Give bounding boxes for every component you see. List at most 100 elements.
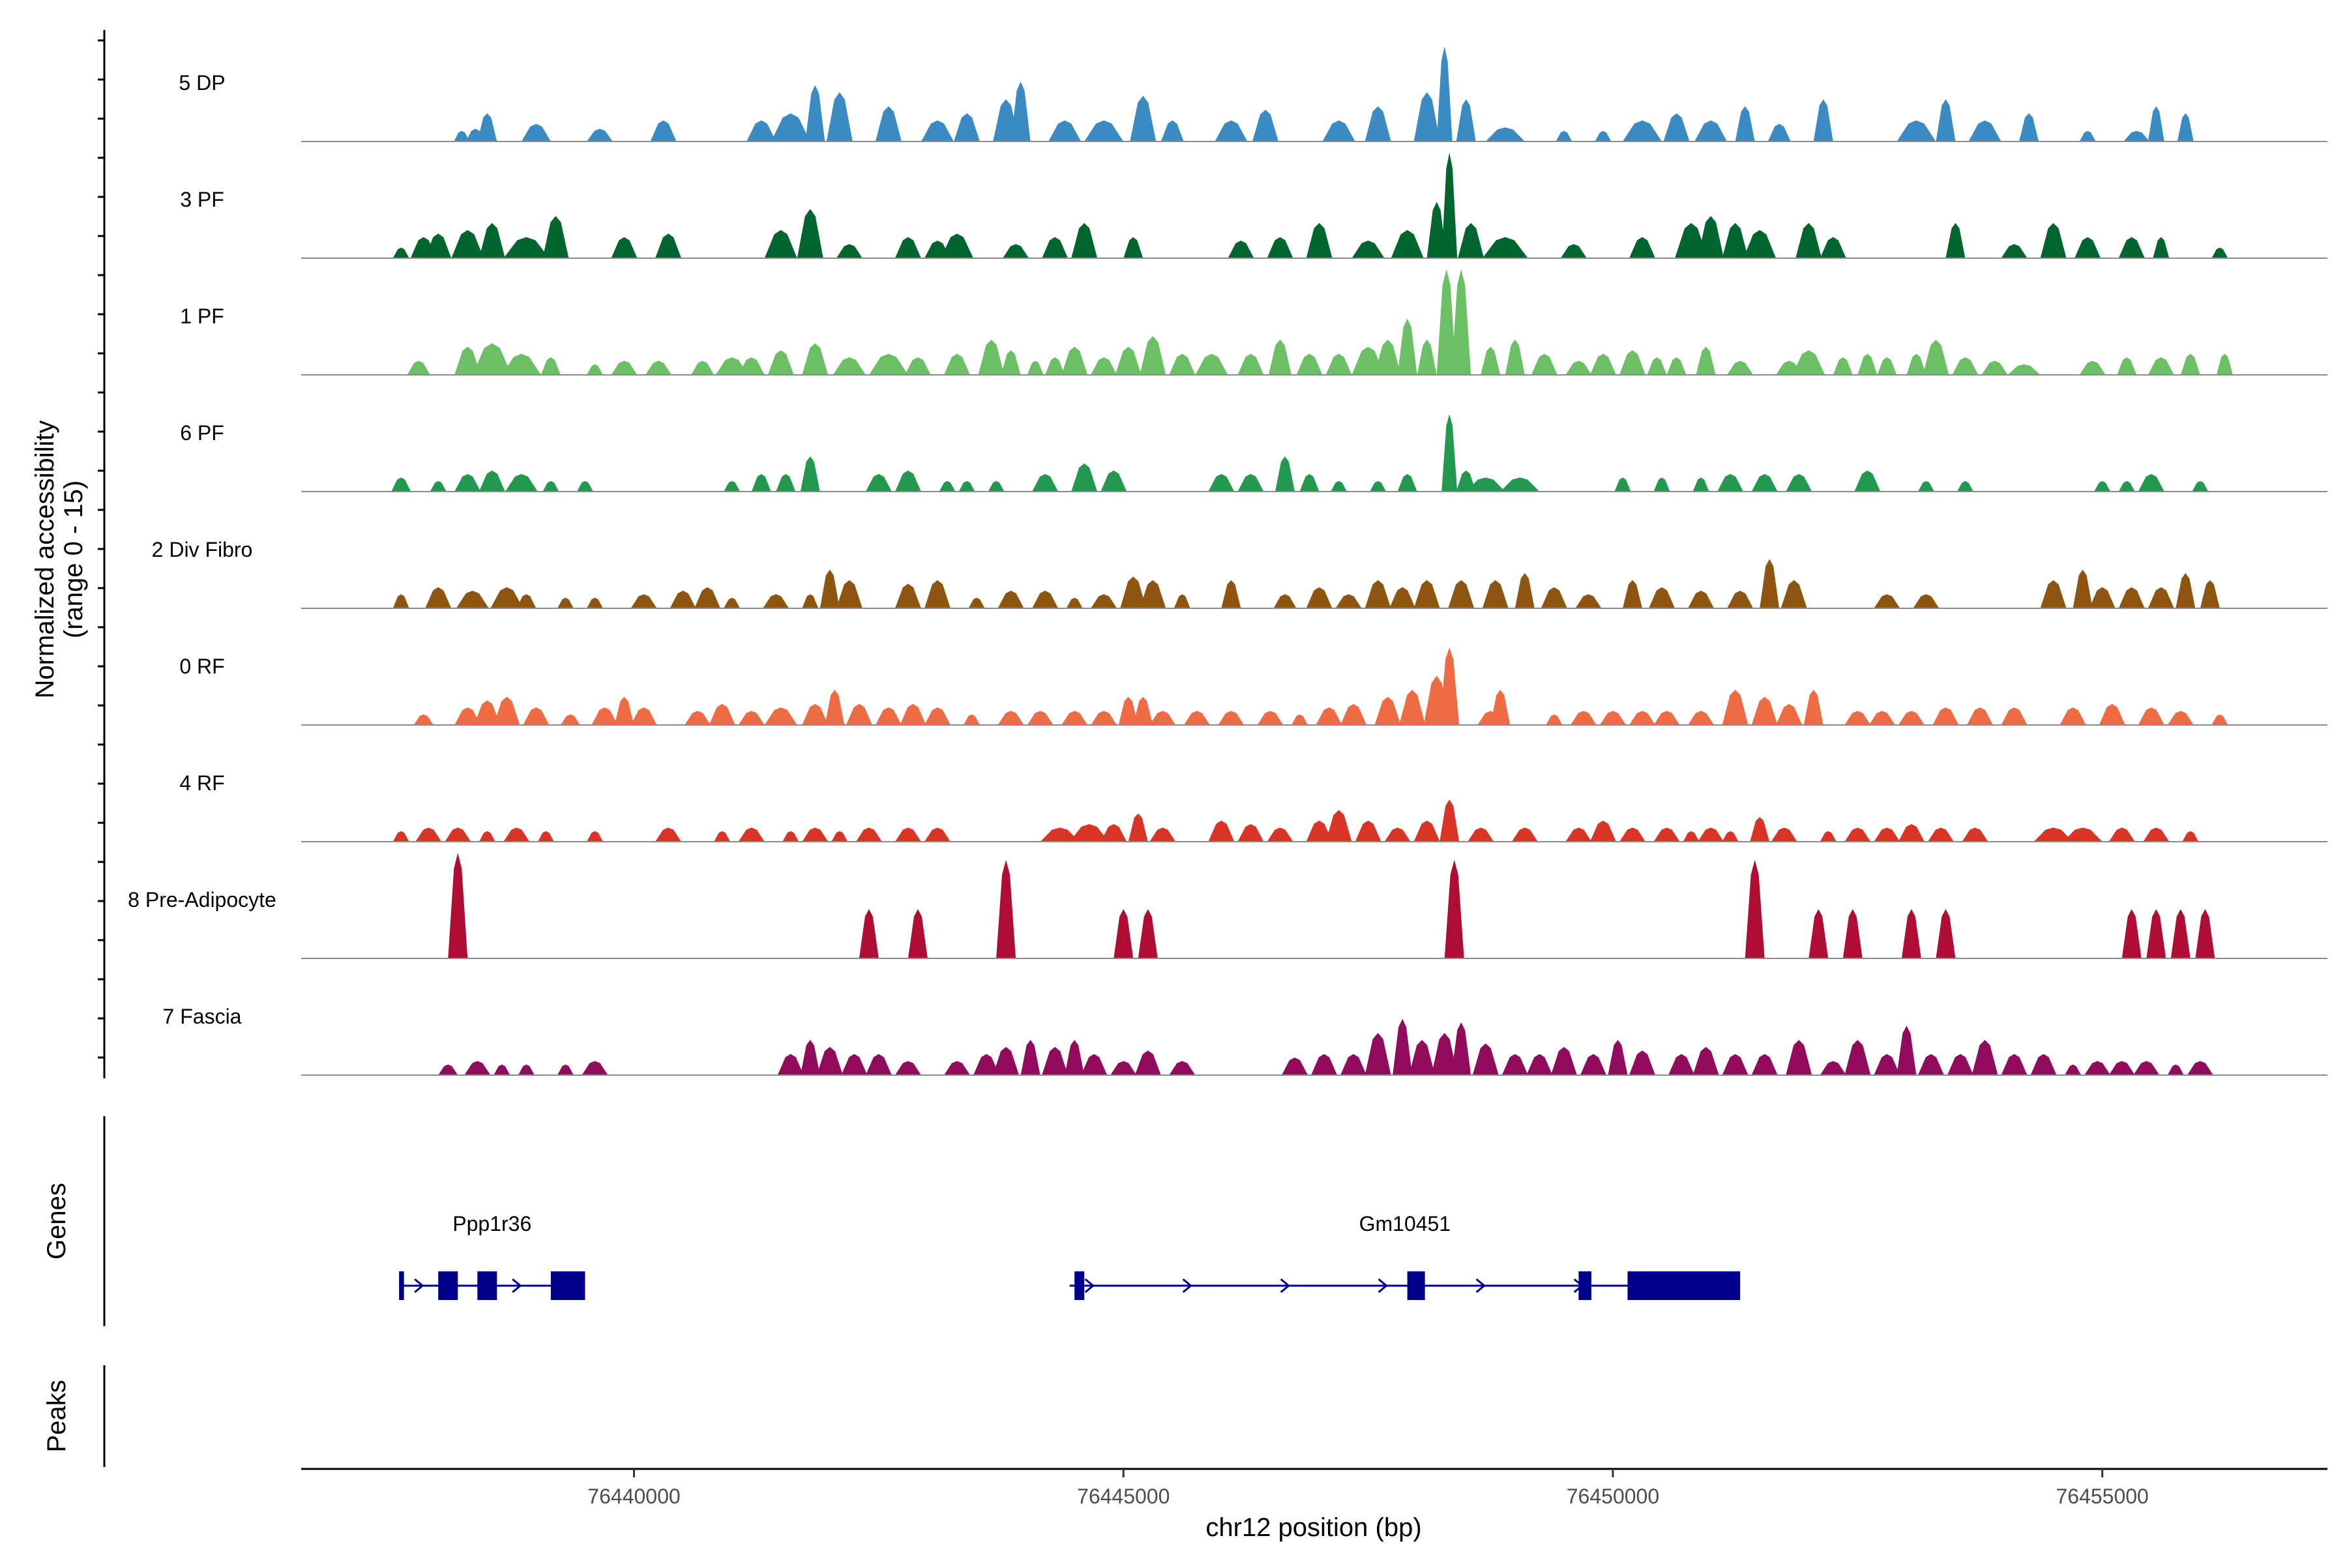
coverage-peak [1296,353,1323,375]
coverage-peak [2059,707,2086,725]
coverage-peak [1441,153,1458,258]
coverage-peak [2001,707,2028,725]
coverage-peak [894,470,921,492]
coverage-peak [1971,1040,1998,1075]
coverage-peak [1267,827,1293,842]
coverage-peak [1237,353,1264,375]
coverage-peak [1374,696,1401,725]
coverage-peak [1391,229,1424,258]
coverage-peak [1441,414,1458,492]
coverage-peak [1208,474,1235,492]
coverage-peak [1066,597,1083,608]
coverage-peak [1140,336,1166,375]
coverage-peak [586,364,603,375]
coverage-peak [1482,580,1509,608]
gene-exon [1407,1271,1425,1300]
coverage-peak [1195,353,1228,375]
coverage-peak [1281,1058,1308,1075]
coverage-peak [1325,353,1352,375]
coverage-peak [1692,1046,1719,1075]
coverage-peak [1760,559,1780,608]
coverage-peak [1813,99,1833,141]
coverage-peak [1688,591,1715,608]
coverage-peak [746,120,776,141]
coverage-peak [1237,824,1264,842]
coverage-peak [1374,340,1401,375]
coverage-peak [2143,827,2170,842]
coverage-peak [900,703,926,725]
coverage-peak [1065,1040,1085,1075]
coverage-peak [2089,587,2116,608]
coverage-peak [1868,711,1895,725]
coverage-peak [1397,318,1417,375]
coverage-peak [2211,714,2228,725]
coverage-peak [611,361,638,375]
coverage-peak [521,124,551,141]
coverage-peak [831,831,848,842]
coverage-peak [1306,223,1333,258]
coverage-peak [516,594,537,608]
coverage-peak [1221,580,1241,608]
coverage-peak [751,474,771,492]
coverage-peak [2167,1064,2184,1075]
coverage-peak [738,827,765,842]
track-2: 3 PF [180,153,2327,259]
coverage-peak [2177,113,2194,141]
coverage-peak [924,580,951,608]
coverage-peak [2074,237,2101,258]
coverage-peak [1608,1040,1628,1075]
coverage-peak [800,456,820,492]
coverage-peak [445,827,471,842]
coverage-peak [2007,364,2041,375]
coverage-peak [2182,831,2199,842]
coverage-peak [894,1061,921,1075]
coverage-peak [1622,120,1662,141]
coverage-peak [1123,237,1144,258]
coverage-peak [1032,591,1059,608]
coverage-peak [1389,587,1416,608]
coverage-peak [1833,357,1853,375]
coverage-peak [777,1054,804,1075]
coverage-peak [540,357,561,375]
coverage-peak [2180,353,2200,375]
coverage-peak [1069,824,1109,842]
coverage-peak [1228,241,1254,258]
coverage-peak [2108,827,2135,842]
coverage-peak [797,209,823,258]
track-label: 6 PF [180,421,224,445]
coverage-peak [1061,346,1088,375]
coverage-peak [2079,361,2106,375]
coverage-tracks: 5 DP 3 PF 1 PF 6 PF 2 Div Fibro 0 RF 4 RF 8 Pre… [128,46,2327,1076]
coverage-peak [1027,361,1044,375]
coverage-peak [1771,827,1797,842]
coverage-peak [875,106,902,141]
track-label: 2 Div Fibro [152,538,253,561]
coverage-peak [1331,481,1348,492]
coverage-peak [996,859,1016,958]
coverage-peak [1149,711,1176,725]
coverage-peak [1133,696,1153,725]
coverage-peak [392,594,409,608]
track-1: 5 DP [179,46,2327,142]
track-label: 7 Fascia [163,1005,242,1028]
coverage-peak [1118,696,1138,725]
coverage-peak [1727,591,1754,608]
coverage-peak [2040,580,2067,608]
coverage-peak [1413,92,1440,141]
coverage-peak [1340,703,1367,725]
coverage-peak [2148,106,2164,141]
coverage-peak [560,714,580,725]
coverage-peak [1936,99,1956,141]
coverage-peak [1589,820,1616,842]
coverage-peak [1927,827,1954,842]
x-tick-label: 76450000 [1567,1485,1659,1508]
coverage-peak [921,120,954,141]
coverage-peak [494,696,520,725]
gene-exon [477,1271,497,1300]
coverage-peak [802,827,829,842]
coverage-peak [2148,357,2174,375]
coverage-peak [846,703,872,725]
coverage-peak [2200,580,2220,608]
coverage-peak [1306,587,1333,608]
coverage-peak [1299,474,1320,492]
